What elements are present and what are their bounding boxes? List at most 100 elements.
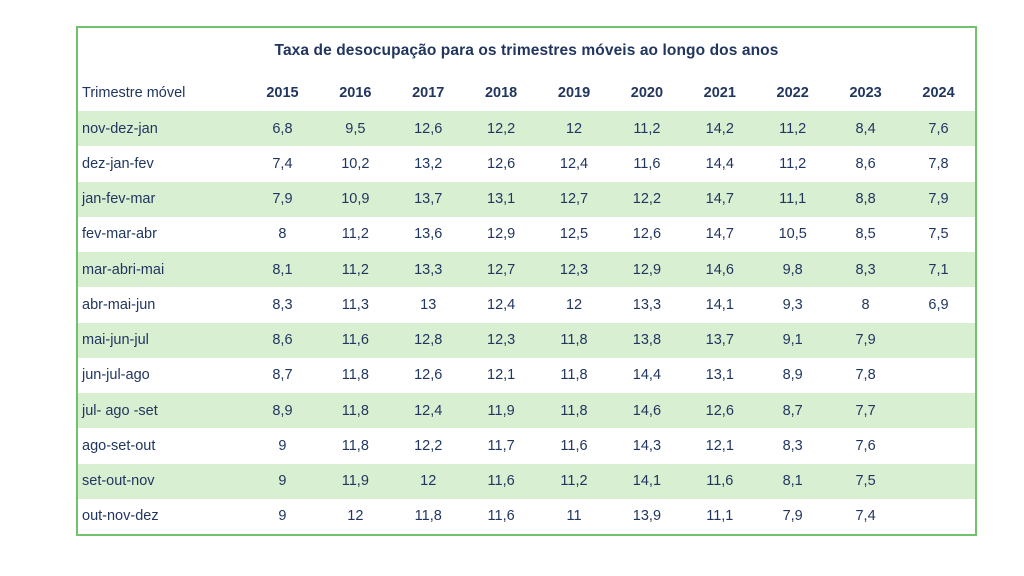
table-row: nov-dez-jan 6,8 9,5 12,6 12,2 12 11,2 14,2 11,2 8…	[78, 111, 975, 147]
table-row: set-out-nov 9 11,9 12 11,6 11,2 14,1 11,6 8,1 7,5	[78, 463, 975, 499]
data-cell: 14,4	[632, 367, 662, 384]
data-cell: 13,1	[487, 191, 516, 208]
data-cell: 11,8	[560, 367, 588, 384]
year-header-2021: 2021	[703, 84, 736, 101]
data-cell: 8,3	[855, 261, 876, 278]
data-cell: 12,1	[487, 367, 516, 384]
data-cell: 9,3	[782, 296, 803, 313]
data-cell: 12	[420, 473, 437, 490]
data-cell: 7,4	[272, 155, 293, 172]
data-cell: 7,1	[928, 261, 949, 278]
data-cell: 8,1	[272, 261, 293, 278]
table-title: Taxa de desocupação para os trimestres m…	[78, 28, 975, 74]
year-header-2018: 2018	[484, 84, 518, 101]
data-cell: 12	[565, 296, 583, 313]
data-cell: 12,6	[414, 367, 443, 384]
data-cell: 7,9	[855, 332, 876, 349]
data-cell: 11,2	[633, 120, 661, 137]
data-cell: 12,7	[559, 191, 589, 208]
data-cell	[902, 323, 975, 358]
data-cell: 11,8	[560, 332, 588, 349]
data-cell: 11,8	[341, 367, 369, 384]
data-cell: 12,6	[705, 402, 734, 419]
data-cell: 11,2	[779, 120, 807, 137]
table-row: out-nov-dez 9 12 11,8 11,6 11 13,9 11,1 7,9 7,4	[78, 498, 975, 534]
data-table: Trimestre móvel 2015 2016 2017 2018 2019 2020 2…	[78, 74, 975, 534]
row-label: jan-fev-mar	[82, 191, 156, 208]
year-header-2017: 2017	[412, 84, 445, 101]
data-cell: 8,4	[855, 120, 876, 137]
data-cell: 8,6	[272, 332, 293, 349]
data-cell: 12,1	[705, 437, 734, 454]
data-cell: 11	[566, 508, 582, 525]
data-cell: 9	[278, 508, 287, 525]
data-cell: 7,8	[928, 155, 949, 172]
year-header-2015: 2015	[266, 84, 299, 101]
data-cell: 12,8	[414, 332, 443, 349]
year-header-2023: 2023	[849, 84, 882, 101]
data-cell: 11,1	[779, 191, 807, 208]
data-cell: 12,3	[559, 261, 589, 278]
data-cell: 13,3	[632, 296, 662, 313]
table-body: nov-dez-jan 6,8 9,5 12,6 12,2 12 11,2 14,2 11,2 8…	[78, 111, 975, 534]
data-cell: 12,4	[487, 296, 516, 313]
data-cell: 14,3	[632, 437, 662, 454]
data-cell: 11,6	[487, 508, 515, 525]
year-header-2024: 2024	[922, 84, 955, 101]
table-row: jul- ago -set 8,9 11,8 12,4 11,9 11,8 14,6 12,6…	[78, 393, 975, 429]
data-cell: 10,2	[341, 155, 370, 172]
data-cell: 11,2	[341, 226, 369, 243]
data-cell: 13,7	[414, 191, 443, 208]
data-cell: 8	[861, 296, 870, 313]
data-cell: 11,3	[341, 296, 369, 313]
data-cell: 6,8	[272, 120, 293, 137]
data-cell: 14,1	[705, 296, 734, 313]
data-cell: 10,5	[778, 226, 807, 243]
data-cell: 14,6	[632, 402, 662, 419]
table-row: ago-set-out 9 11,8 12,2 11,7 11,6 14,3 12,1 8,3 7…	[78, 428, 975, 464]
table-row: jun-jul-ago 8,7 11,8 12,6 12,1 11,8 14,4 13,1 8,…	[78, 357, 975, 393]
data-cell: 7,6	[855, 437, 876, 454]
row-label: mar-abri-mai	[82, 261, 165, 278]
row-label: dez-jan-fev	[82, 155, 154, 172]
data-cell: 14,7	[705, 226, 734, 243]
table-row: abr-mai-jun 8,3 11,3 13 12,4 12 13,3 14,1 9,3 8 6,…	[78, 287, 975, 323]
row-label: fev-mar-abr	[82, 226, 157, 243]
data-cell: 13,3	[414, 261, 443, 278]
data-cell: 11,9	[487, 402, 515, 419]
table-row: dez-jan-fev 7,4 10,2 13,2 12,6 12,4 11,6 14,4 11…	[78, 146, 975, 182]
data-cell: 14,1	[632, 473, 662, 490]
data-cell: 7,9	[782, 508, 803, 525]
year-header-2019: 2019	[557, 84, 591, 101]
data-cell: 13,7	[705, 332, 734, 349]
year-header-2020: 2020	[630, 84, 664, 101]
data-cell: 9,5	[345, 120, 366, 137]
data-cell: 9,8	[782, 261, 803, 278]
data-cell: 11,9	[341, 473, 369, 490]
data-cell: 12,9	[632, 261, 662, 278]
table-row: jan-fev-mar 7,9 10,9 13,7 13,1 12,7 12,2 14,7 11…	[78, 181, 975, 217]
data-cell: 7,5	[855, 473, 876, 490]
data-cell	[902, 358, 975, 393]
unemployment-rate-table: Taxa de desocupação para os trimestres m…	[76, 26, 977, 536]
data-cell: 13,6	[414, 226, 443, 243]
data-cell: 12	[347, 508, 364, 525]
data-cell: 10,9	[341, 191, 370, 208]
data-cell: 11,2	[560, 473, 588, 490]
data-cell: 12,9	[487, 226, 516, 243]
data-cell: 11,6	[341, 332, 369, 349]
data-cell: 6,9	[928, 296, 949, 313]
data-cell: 12,2	[632, 191, 662, 208]
data-cell: 12	[565, 120, 583, 137]
row-header-label: Trimestre móvel	[82, 84, 186, 101]
data-cell: 8,9	[782, 367, 803, 384]
data-cell	[902, 499, 975, 534]
data-cell: 9,1	[782, 332, 803, 349]
data-cell: 11,6	[633, 155, 661, 172]
table-header: Trimestre móvel 2015 2016 2017 2018 2019 2020 2…	[78, 74, 975, 111]
data-cell: 14,2	[705, 120, 734, 137]
year-header-2022: 2022	[776, 84, 809, 101]
row-label: nov-dez-jan	[82, 120, 158, 137]
data-cell: 11,8	[341, 402, 369, 419]
data-cell: 11,8	[414, 508, 442, 525]
